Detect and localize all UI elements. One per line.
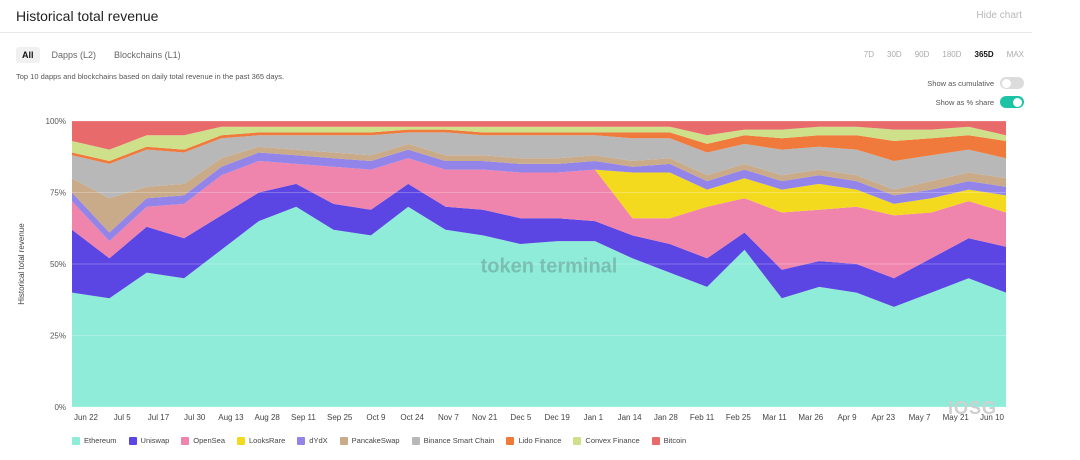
legend-label: dYdX <box>309 436 328 445</box>
legend-label: Bitcoin <box>663 436 687 445</box>
legend-item-convex-finance[interactable]: Convex Finance <box>573 436 640 445</box>
legend-item-uniswap[interactable]: Uniswap <box>128 436 170 445</box>
y-tick-label: 100% <box>46 117 66 126</box>
legend-item-ethereum[interactable]: Ethereum <box>72 436 117 445</box>
x-tick-label: May 21 <box>943 413 970 422</box>
legend-swatch <box>128 436 137 445</box>
x-tick-label: Sep 25 <box>327 413 353 422</box>
area-ethereum <box>72 206 1006 407</box>
cumulative-toggle-row: Show as cumulative <box>927 77 1024 89</box>
area-convex-finance <box>72 126 1006 161</box>
switch-knob <box>1013 97 1022 107</box>
tab-blockchains[interactable]: Blockchains (L1) <box>114 50 181 60</box>
y-tick-label: 50% <box>50 260 66 269</box>
legend-item-pancakeswap[interactable]: PancakeSwap <box>339 436 400 445</box>
legend-item-looksrare[interactable]: LooksRare <box>237 436 285 445</box>
x-tick-label: Jul 30 <box>184 413 206 422</box>
x-tick-label: Mar 26 <box>798 413 823 422</box>
area-lido-finance <box>72 129 1006 164</box>
legend-label: Lido Finance <box>518 436 562 445</box>
x-tick-label: Aug 13 <box>218 413 244 422</box>
area-looksrare <box>72 158 1006 242</box>
legend-swatch <box>297 436 306 445</box>
category-tabs: All Dapps (L2) Blockchains (L1) <box>16 47 187 63</box>
x-tick-label: Jan 1 <box>584 413 604 422</box>
time-range-selector: 7D 30D 90D 180D 365D MAX <box>864 50 1024 59</box>
legend-swatch <box>237 436 245 445</box>
area-binance-smart-chain <box>72 132 1006 199</box>
y-axis-title: Historical total revenue <box>17 223 26 305</box>
percent-switch[interactable] <box>1000 96 1024 108</box>
switch-knob <box>1002 78 1011 88</box>
range-90d[interactable]: 90D <box>914 50 930 59</box>
legend-item-dydx[interactable]: dYdX <box>297 436 328 445</box>
x-tick-label: Jan 28 <box>654 413 679 422</box>
range-max[interactable]: MAX <box>1006 50 1024 59</box>
x-tick-label: Dec 5 <box>510 413 531 422</box>
y-tick-label: 25% <box>50 332 66 341</box>
range-180d[interactable]: 180D <box>942 50 962 59</box>
x-tick-label: Oct 9 <box>366 413 386 422</box>
legend-label: PancakeSwap <box>351 436 400 445</box>
range-7d[interactable]: 7D <box>863 50 875 59</box>
watermark: token terminal <box>481 256 618 278</box>
y-tick-label: 0% <box>54 403 66 412</box>
x-tick-label: Mar 11 <box>762 413 787 422</box>
x-tick-label: Apr 9 <box>837 413 857 422</box>
legend-label: Ethereum <box>84 436 117 445</box>
legend-item-binance-smart-chain[interactable]: Binance Smart Chain <box>411 436 495 445</box>
legend-swatch <box>72 436 80 445</box>
legend-label: LooksRare <box>249 436 286 445</box>
x-tick-label: Feb 11 <box>690 413 715 422</box>
percent-label: Show as % share <box>935 97 994 107</box>
x-tick-label: Oct 24 <box>400 413 424 422</box>
page-title: Historical total revenue <box>16 8 159 24</box>
tab-dapps[interactable]: Dapps (L2) <box>51 50 97 60</box>
x-tick-label: Jan 14 <box>618 413 643 422</box>
legend-item-bitcoin[interactable]: Bitcoin <box>651 436 687 445</box>
legend-swatch <box>411 436 420 445</box>
percent-toggle-row: Show as % share <box>936 96 1024 108</box>
x-tick-label: Jul 17 <box>148 413 170 422</box>
legend-item-lido-finance[interactable]: Lido Finance <box>506 436 561 445</box>
legend-label: OpenSea <box>193 436 225 445</box>
cumulative-switch[interactable] <box>1000 77 1024 89</box>
chart-header: Historical total revenue Hide chart <box>0 0 1032 33</box>
x-tick-label: Dec 19 <box>544 413 570 422</box>
legend-swatch <box>506 436 515 445</box>
y-tick-label: 75% <box>50 189 66 198</box>
legend-label: Convex Finance <box>585 436 640 445</box>
area-pancakeswap <box>72 143 1006 233</box>
area-dydx <box>72 149 1006 242</box>
legend-label: Binance Smart Chain <box>423 436 495 445</box>
x-tick-label: Nov 21 <box>472 413 498 422</box>
x-tick-label: Jun 10 <box>980 413 1005 422</box>
x-tick-label: Aug 28 <box>255 413 281 422</box>
area-bitcoin <box>72 121 1006 150</box>
cumulative-label: Show as cumulative <box>927 78 994 88</box>
chart-legend: Ethereum Uniswap OpenSea LooksRare dYdX Panca… <box>72 436 686 445</box>
legend-item-opensea[interactable]: OpenSea <box>181 436 225 445</box>
range-365d[interactable]: 365D <box>974 50 994 59</box>
x-tick-label: Nov 7 <box>438 413 459 422</box>
tab-all[interactable]: All <box>16 47 40 63</box>
legend-swatch <box>573 436 582 445</box>
legend-swatch <box>181 436 190 445</box>
x-tick-label: Apr 23 <box>871 413 895 422</box>
iosg-logo: IOSG <box>948 398 998 418</box>
range-30d[interactable]: 30D <box>887 50 902 59</box>
x-tick-label: Jul 5 <box>114 413 131 422</box>
x-tick-label: Sep 11 <box>291 413 316 422</box>
x-tick-label: Jun 22 <box>74 413 99 422</box>
hide-chart-button[interactable]: Hide chart <box>976 10 1022 21</box>
x-tick-label: May 7 <box>909 413 931 422</box>
legend-swatch <box>339 436 348 445</box>
area-uniswap <box>72 183 1006 307</box>
area-opensea <box>72 158 1006 279</box>
chart-subtitle: Top 10 dapps and blockchains based on da… <box>16 72 285 81</box>
x-tick-label: Feb 25 <box>726 413 751 422</box>
revenue-chart: 0% 25% 50% 75% 100% Historical total revenue J… <box>17 117 1006 422</box>
legend-swatch <box>651 436 660 445</box>
legend-label: Uniswap <box>140 436 170 445</box>
